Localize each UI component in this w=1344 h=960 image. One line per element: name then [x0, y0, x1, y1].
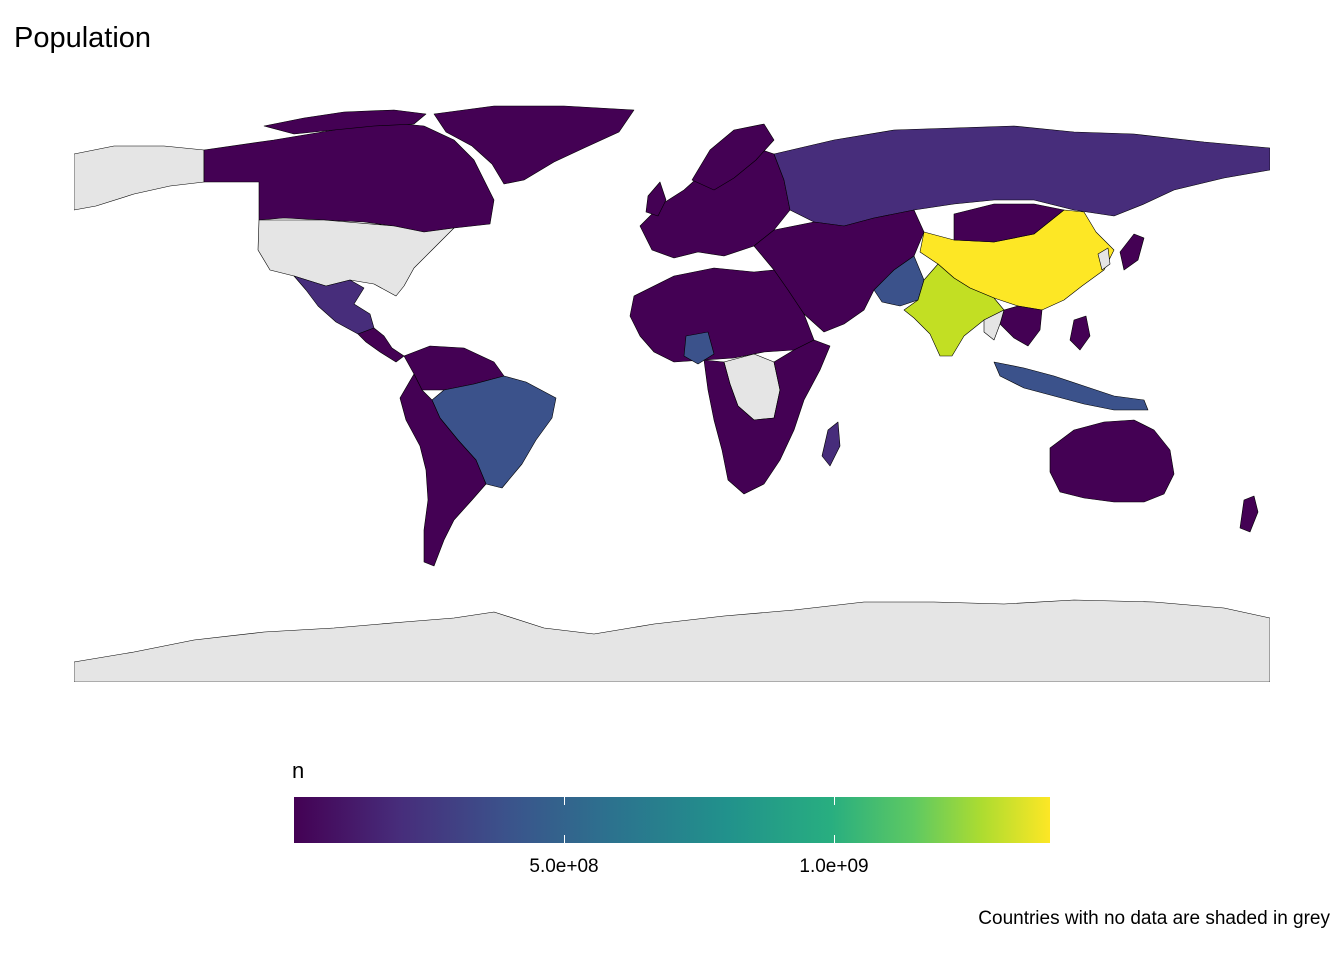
region-canada-islands	[263, 109, 427, 135]
region-nigeria	[683, 331, 715, 365]
region-madagascar	[821, 421, 841, 467]
region-usa	[257, 219, 455, 297]
region-uk	[645, 181, 667, 217]
legend-tick-mark-top	[564, 797, 565, 805]
region-japan	[1119, 233, 1145, 271]
legend-tick-label: 5.0e+08	[529, 856, 599, 877]
region-greenland	[433, 105, 635, 185]
region-myanmar	[983, 309, 1005, 341]
legend-colorbar	[294, 797, 1050, 843]
region-indonesia	[993, 361, 1149, 411]
region-philippines	[1069, 315, 1091, 351]
region-new-zealand	[1239, 495, 1259, 533]
chart-title: Population	[14, 22, 152, 54]
legend-tick-label: 1.0e+09	[799, 856, 869, 877]
world-map	[74, 100, 1270, 682]
region-scandinavia	[691, 123, 775, 191]
region-mongolia	[953, 203, 1065, 243]
legend-title: n	[292, 758, 305, 783]
region-alaska	[74, 145, 205, 211]
region-central-america	[357, 327, 405, 363]
legend-tick-mark-bottom	[834, 835, 835, 843]
caption: Countries with no data are shaded in gre…	[978, 908, 1330, 929]
region-mexico	[293, 275, 375, 335]
legend-tick-mark-bottom	[564, 835, 565, 843]
region-australia	[1049, 419, 1175, 503]
world-map-svg	[74, 105, 1270, 682]
region-antarctica	[74, 599, 1270, 682]
region-s-south-america	[399, 373, 487, 567]
region-south-africa	[703, 339, 831, 495]
region-se-asia	[999, 305, 1043, 347]
legend-tick-mark-top	[834, 797, 835, 805]
region-canada	[203, 121, 495, 233]
region-korea	[1097, 247, 1111, 271]
